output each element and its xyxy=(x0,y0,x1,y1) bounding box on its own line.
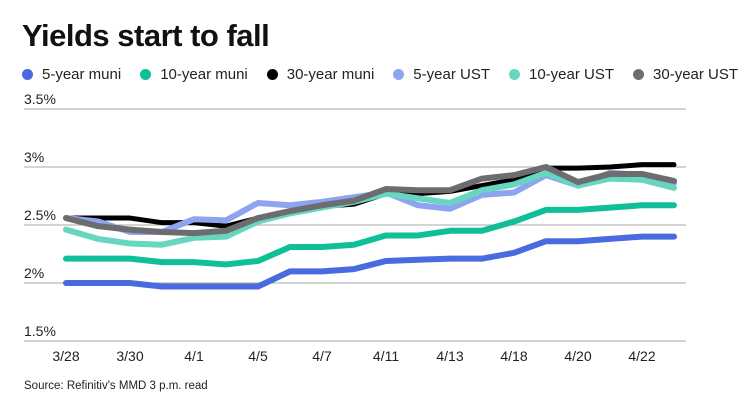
x-tick-label: 3/30 xyxy=(116,348,143,364)
x-tick-label: 4/1 xyxy=(184,348,204,364)
legend-label: 5-year UST xyxy=(413,66,490,83)
legend-dot-icon xyxy=(266,69,278,80)
x-tick-label: 4/7 xyxy=(312,348,332,364)
legend-dot-icon xyxy=(393,69,405,80)
legend-label: 30-year UST xyxy=(653,66,739,83)
legend-label: 10-year muni xyxy=(160,66,248,83)
y-tick-label: 2.5% xyxy=(24,207,56,223)
source-note: Source: Refinitiv's MMD 3 p.m. read xyxy=(24,380,208,392)
y-tick-label: 1.5% xyxy=(24,323,56,339)
legend-dot-icon xyxy=(140,69,152,80)
legend-item: 10-year muni xyxy=(140,66,248,83)
series-line-30-year-ust xyxy=(63,164,677,237)
x-tick-label: 4/22 xyxy=(628,348,655,364)
x-tick-label: 4/20 xyxy=(564,348,591,364)
x-tick-label: 4/18 xyxy=(500,348,527,364)
legend-dot-icon xyxy=(22,69,33,80)
legend-item: 30-year UST xyxy=(633,66,738,83)
legend-item: 10-year UST xyxy=(508,66,615,83)
x-tick-label: 4/11 xyxy=(373,348,399,364)
legend-item: 5-year muni xyxy=(22,66,121,83)
legend-label: 10-year UST xyxy=(528,66,615,83)
legend-item: 5-year UST xyxy=(393,66,490,83)
x-tick-label: 4/5 xyxy=(248,348,268,364)
series-line-10-year-muni xyxy=(63,202,677,268)
legend-label: 5-year muni xyxy=(42,66,122,83)
legend: 5-year muni 10-year muni 30-year muni 5-yea… xyxy=(22,66,740,83)
y-tick-label: 3.5% xyxy=(24,91,56,107)
legend-dot-icon xyxy=(633,69,645,80)
series-line-5-year-muni xyxy=(63,233,677,290)
y-tick-label: 3% xyxy=(24,149,44,165)
legend-dot-icon xyxy=(508,69,520,80)
x-tick-label: 3/28 xyxy=(52,348,79,364)
legend-label: 30-year muni xyxy=(286,66,375,83)
x-tick-label: 4/13 xyxy=(436,348,463,364)
legend-item: 30-year muni xyxy=(266,66,375,83)
chart-title: Yields start to fall xyxy=(22,18,270,53)
y-tick-label: 2% xyxy=(24,265,44,281)
